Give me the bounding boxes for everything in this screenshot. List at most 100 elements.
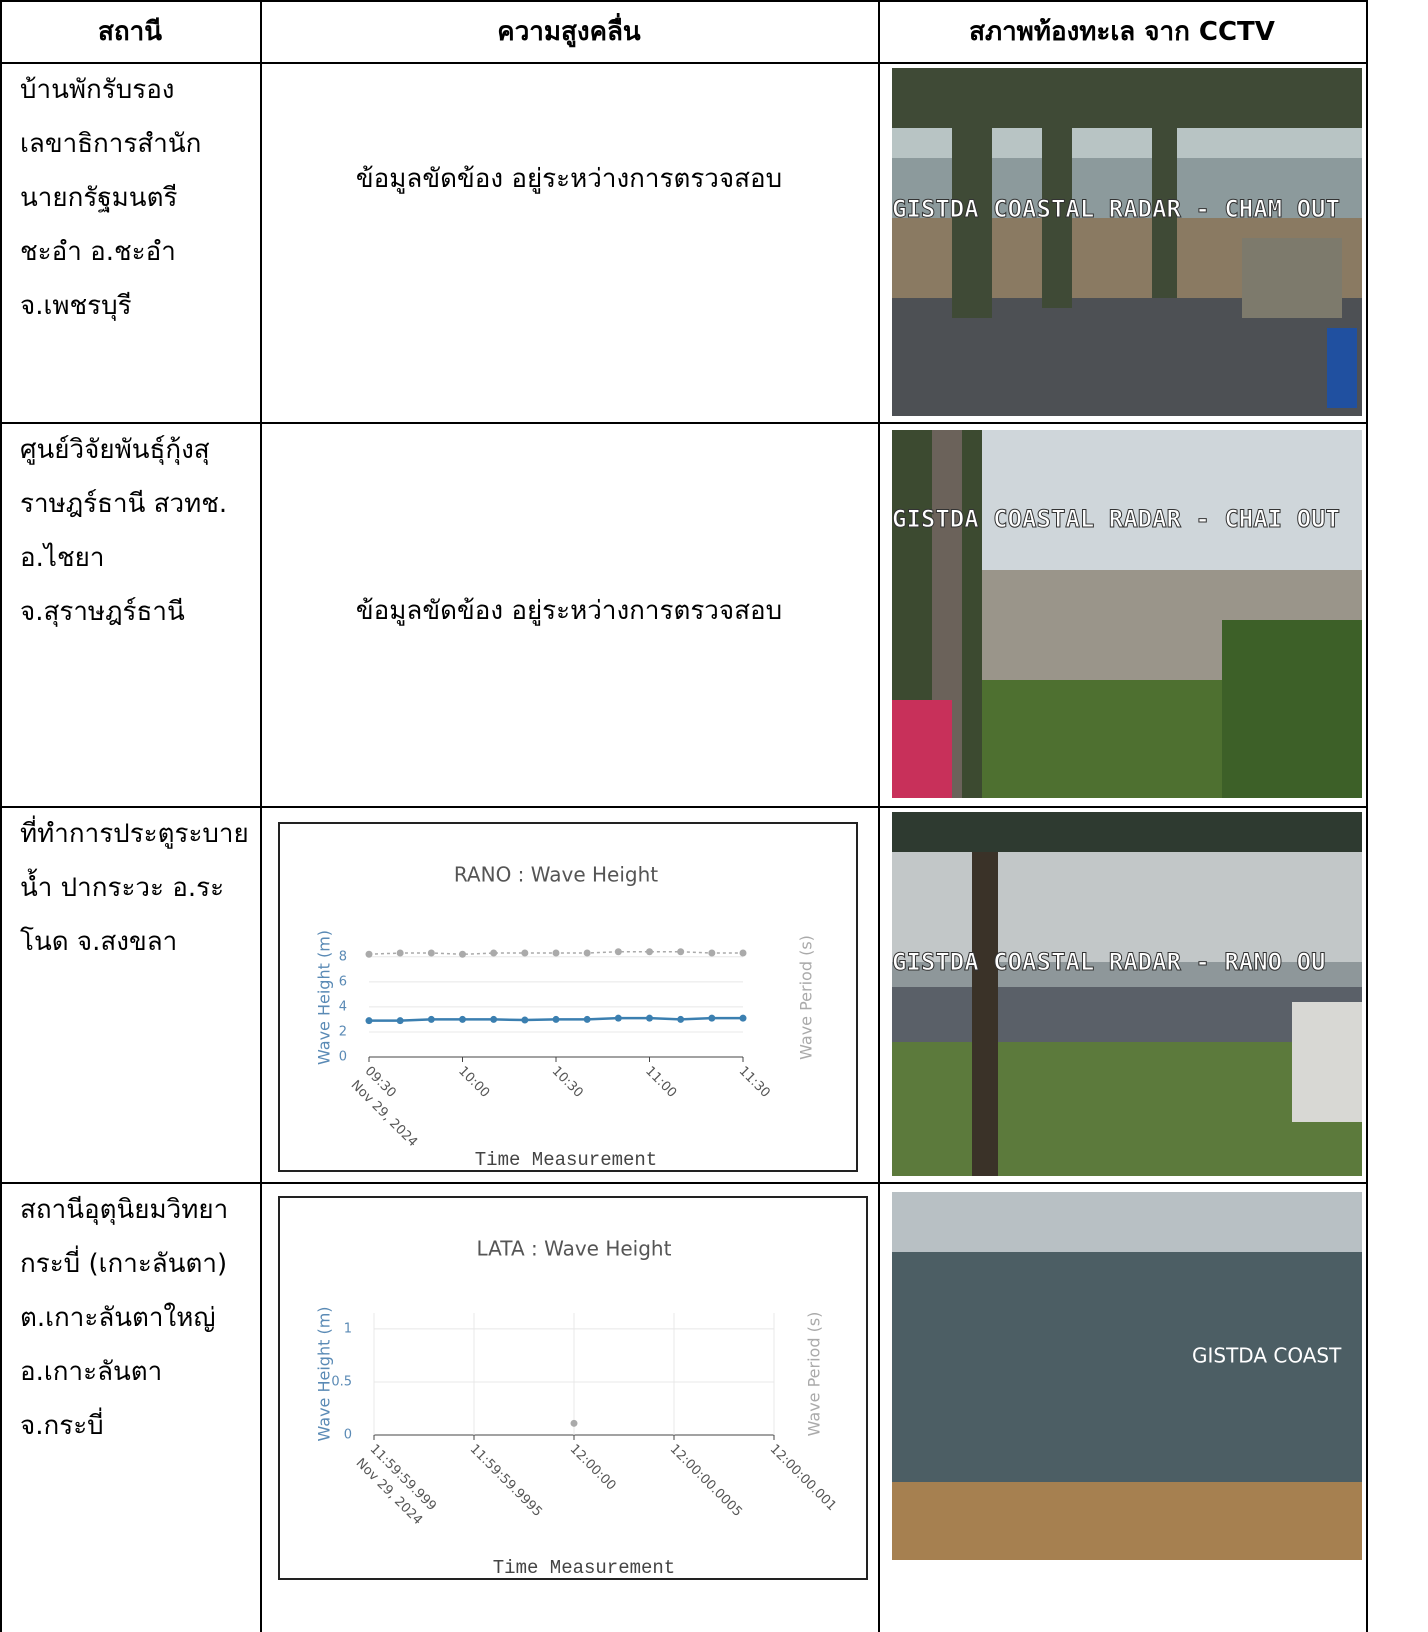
border (260, 0, 262, 1632)
x-tick-label: 11:00 (642, 1064, 679, 1101)
chart: LATA : Wave Height Wave Height (m) Wave Pe… (278, 1196, 868, 1580)
x-axis-label: Time Measurement (493, 1557, 675, 1579)
chart-title: LATA : Wave Height (477, 1237, 672, 1261)
data-point (570, 1419, 578, 1427)
data-point (490, 1015, 498, 1023)
station-line: น้ำ ปากระวะ อ.ระ (20, 873, 225, 903)
chart-title: RANO : Wave Height (454, 863, 658, 887)
station-line: ที่ทำการประตูระบาย (20, 819, 249, 849)
y-tick-label: 0 (339, 1050, 347, 1065)
border (0, 0, 2, 1632)
x-tick-label: 10:00 (455, 1064, 492, 1101)
data-point (677, 1015, 685, 1023)
data-point (646, 948, 653, 956)
y-tick-label: 0.5 (331, 1374, 352, 1389)
scene (1292, 1002, 1362, 1122)
header-cell: ความสูงคลื่น (497, 16, 641, 47)
scene (892, 812, 1362, 852)
x-tick-label: 12:00:00.001 (767, 1442, 839, 1514)
data-point (552, 949, 560, 957)
scene (892, 1482, 1362, 1560)
data-point (396, 949, 404, 957)
cctv-image: GISTDA COAST (892, 1192, 1362, 1560)
cctv-image: GISTDA COASTAL RADAR - CHAI OUT (892, 430, 1362, 798)
x-tick-label: 12:00:00.0005 (667, 1442, 745, 1520)
x-tick-label: 11:59:59.9995 (467, 1442, 545, 1520)
scene (1327, 328, 1357, 408)
station-line: ราษฎร์ธานี สวทช. (20, 489, 228, 519)
y-tick-label: 8 (339, 949, 347, 964)
data-point (490, 949, 498, 957)
data-point (552, 1015, 560, 1023)
x-tick-label: 10:30 (549, 1064, 586, 1101)
y-axis-label: Wave Height (m) (315, 1306, 334, 1441)
data-point (677, 948, 685, 956)
scene (1222, 620, 1362, 798)
border (0, 0, 1368, 2)
status-text: ข้อมูลขัดข้อง อยู่ระหว่างการตรวจสอบ (355, 596, 783, 626)
y-tick-label: 2 (339, 1024, 347, 1039)
border (0, 422, 1368, 424)
data-point (646, 1014, 653, 1022)
data-point (521, 949, 529, 957)
x-axis-label: Time Measurement (475, 1149, 657, 1171)
y2-axis-label: Wave Period (s) (797, 935, 816, 1060)
cctv-overlay: GISTDA COASTAL RADAR - RANO OU (892, 948, 1325, 976)
station-line: อ.เกาะลันตา (20, 1357, 163, 1387)
border (1366, 0, 1368, 1632)
data-point (583, 1015, 591, 1023)
station-line: ต.เกาะลันตาใหญ่ (20, 1303, 216, 1333)
scene (892, 1042, 1362, 1176)
y-tick-label: 0 (344, 1428, 352, 1443)
header-cell: สถานี (98, 16, 162, 47)
x-tick-label: 12:00:00 (567, 1442, 619, 1494)
border (0, 1182, 1368, 1184)
station-line: สถานีอุตุนิยมวิทยา (20, 1195, 229, 1225)
data-point (459, 950, 466, 958)
data-point (521, 1016, 529, 1024)
data-point (427, 949, 435, 957)
chart: RANO : Wave Height Wave Height (m) Wave Pe… (278, 822, 858, 1172)
station-line: กระบี่ (เกาะลันตา) (20, 1249, 228, 1279)
y-tick-label: 1 (344, 1321, 352, 1336)
border (0, 806, 1368, 808)
station-line: ศูนย์วิจัยพันธุ์กุ้งสุ (20, 435, 210, 465)
data-point (365, 950, 373, 958)
data-point (739, 1014, 747, 1022)
y-tick-label: 4 (339, 999, 347, 1014)
station-line: จ.กระบี่ (20, 1411, 104, 1441)
data-point (396, 1017, 404, 1025)
cctv-image: GISTDA COASTAL RADAR - CHAM OUT (892, 68, 1362, 416)
station-line: อ.ไชยา (20, 543, 105, 573)
scene (972, 852, 998, 1176)
data-point (708, 949, 716, 957)
data-point (708, 1014, 716, 1022)
scene (892, 700, 952, 798)
data-point (739, 949, 747, 957)
cctv-image: GISTDA COASTAL RADAR - RANO OU (892, 812, 1362, 1176)
station-line: จ.เพชรบุรี (20, 291, 132, 321)
scene (1242, 238, 1342, 318)
status-text: ข้อมูลขัดข้อง อยู่ระหว่างการตรวจสอบ (355, 164, 783, 194)
y-tick-label: 6 (339, 974, 347, 989)
station-line: นายกรัฐมนตรี (20, 183, 178, 213)
y-axis-label: Wave Height (m) (315, 930, 334, 1065)
data-point (614, 1014, 622, 1022)
scene (892, 1252, 1362, 1492)
cctv-overlay: GISTDA COASTAL RADAR - CHAI OUT (892, 505, 1340, 533)
cctv-overlay: GISTDA COASTAL RADAR - CHAM OUT (892, 195, 1340, 223)
data-point (459, 1015, 466, 1023)
station-line: โนด จ.สงขลา (20, 927, 178, 957)
cctv-overlay: GISTDA COAST (1192, 1344, 1342, 1368)
station-line: บ้านพักรับรอง (20, 75, 175, 105)
scene (892, 68, 1362, 128)
border (878, 0, 880, 1632)
station-line: เลขาธิการสำนัก (20, 129, 202, 159)
station-line: จ.สุราษฎร์ธานี (20, 597, 185, 627)
header-cell: สภาพท้องทะเล จาก CCTV (969, 16, 1275, 47)
data-point (614, 948, 622, 956)
y2-axis-label: Wave Period (s) (805, 1312, 824, 1437)
station-line: ชะอำ อ.ชะอำ (20, 237, 176, 267)
data-point (427, 1015, 435, 1023)
